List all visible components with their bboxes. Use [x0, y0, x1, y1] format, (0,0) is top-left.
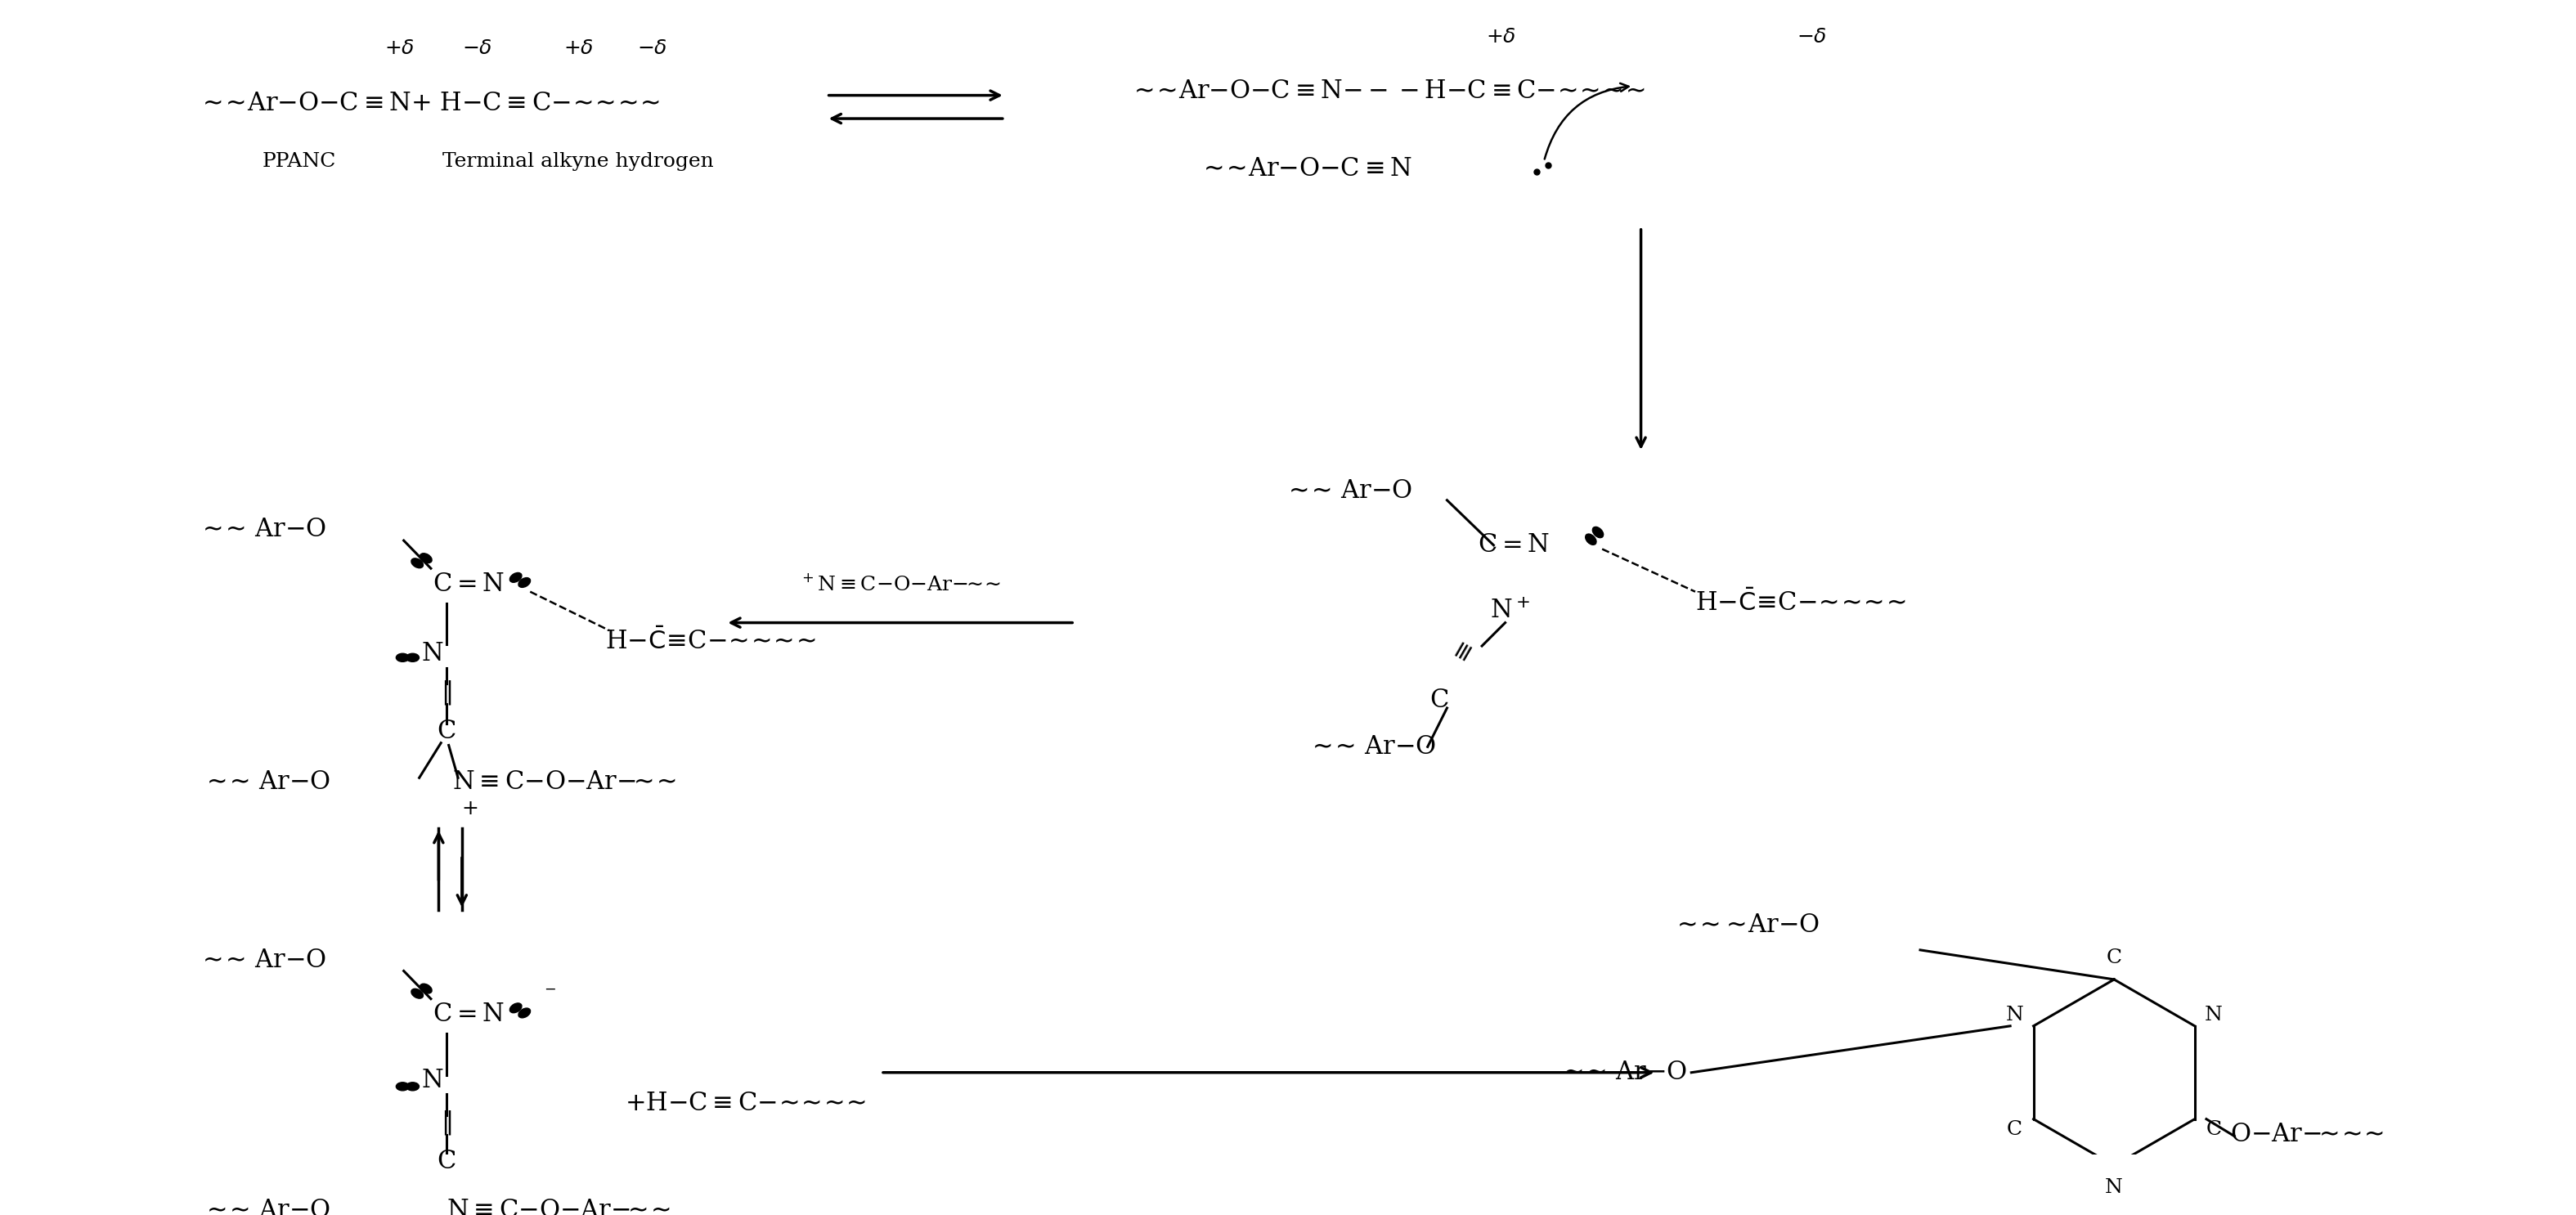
Ellipse shape [1592, 527, 1602, 538]
Ellipse shape [510, 572, 523, 582]
Text: $\|$: $\|$ [440, 1109, 451, 1137]
Ellipse shape [518, 1008, 531, 1018]
Text: N$\equiv$C$-$O$-$Ar$-\!\!\sim\!\!\sim$: N$\equiv$C$-$O$-$Ar$-\!\!\sim\!\!\sim$ [446, 1198, 670, 1215]
Ellipse shape [420, 984, 433, 994]
Ellipse shape [518, 577, 531, 587]
Text: Terminal alkyne hydrogen: Terminal alkyne hydrogen [443, 152, 714, 170]
Text: N$\equiv$C$-$O$-$Ar$-\!\!\sim\!\!\sim$: N$\equiv$C$-$O$-$Ar$-\!\!\sim\!\!\sim$ [453, 769, 677, 795]
Text: $\sim\!\!\sim\!$ Ar$-$O: $\sim\!\!\sim\!$ Ar$-$O [198, 948, 327, 973]
Text: $\sim\!\!\sim\!$ Ar$-$O: $\sim\!\!\sim\!$ Ar$-$O [1283, 479, 1412, 503]
Text: N: N [2105, 1177, 2123, 1197]
Text: $\equiv$: $\equiv$ [1445, 637, 1479, 671]
Text: $+$: $+$ [461, 799, 479, 818]
Text: C: C [438, 1149, 456, 1175]
Text: $\sim\!\!\sim\!\sim\!$Ar$-$O: $\sim\!\!\sim\!\sim\!$Ar$-$O [1672, 912, 1819, 938]
Ellipse shape [412, 559, 422, 567]
Text: $\sim\!\!\sim\!$Ar$-$O$-$C$\equiv$N$+$ H$-$C$\equiv$C$-\!\sim\!\!\sim\!\!\sim\!\: $\sim\!\!\sim\!$Ar$-$O$-$C$\equiv$N$+$ H… [198, 90, 659, 115]
Text: $\sim\!\!\sim\!$Ar$-$O$-$C$\equiv$N: $\sim\!\!\sim\!$Ar$-$O$-$C$\equiv$N [1198, 157, 1412, 182]
Ellipse shape [397, 1083, 410, 1091]
Text: C$=$N: C$=$N [433, 1001, 505, 1027]
Text: C: C [2205, 1120, 2221, 1140]
Text: $\sim\!\!\sim\!$ Ar$-$O: $\sim\!\!\sim\!$ Ar$-$O [1309, 734, 1435, 759]
Text: $+$H$-$C$\equiv$C$-\!\sim\!\!\sim\!\!\sim\!\!\sim$: $+$H$-$C$\equiv$C$-\!\sim\!\!\sim\!\!\si… [626, 1091, 866, 1117]
Text: C: C [438, 718, 456, 744]
Ellipse shape [1584, 533, 1597, 544]
Ellipse shape [420, 553, 433, 563]
Text: $^+$N$\equiv$C$-$O$-$Ar$-\!\!\sim\!\!\sim$: $^+$N$\equiv$C$-$O$-$Ar$-\!\!\sim\!\!\si… [799, 573, 1002, 594]
Text: $\sim\!\!\sim\!$ Ar$-$O: $\sim\!\!\sim\!$ Ar$-$O [201, 769, 330, 795]
Text: N$^+$: N$^+$ [1489, 599, 1530, 623]
Text: $^-$: $^-$ [541, 985, 556, 1005]
Text: $-\delta$: $-\delta$ [636, 39, 667, 58]
Text: N: N [2205, 1006, 2223, 1024]
Ellipse shape [407, 1083, 420, 1091]
Text: $-\delta$: $-\delta$ [1795, 28, 1826, 46]
Text: N: N [2007, 1006, 2025, 1024]
Ellipse shape [412, 989, 422, 999]
Text: N: N [422, 1068, 443, 1094]
Text: H$-\bar{\mathrm{C}}\!\equiv\!$C$-\!\sim\!\!\sim\!\!\sim\!\!\sim$: H$-\bar{\mathrm{C}}\!\equiv\!$C$-\!\sim\… [605, 629, 817, 655]
Text: $+\delta$: $+\delta$ [564, 39, 592, 58]
Text: $\sim\!\!\sim\!$ Ar$-$O: $\sim\!\!\sim\!$ Ar$-$O [1558, 1059, 1687, 1085]
Ellipse shape [407, 654, 420, 662]
Text: C: C [2007, 1120, 2022, 1140]
Text: H$-\bar{\mathrm{C}}\!\equiv\!$C$-\!\sim\!\!\sim\!\!\sim\!\!\sim$: H$-\bar{\mathrm{C}}\!\equiv\!$C$-\!\sim\… [1695, 590, 1906, 616]
Text: C$=$N: C$=$N [433, 571, 505, 597]
Text: PPANC: PPANC [263, 152, 335, 170]
Ellipse shape [510, 1004, 523, 1013]
Ellipse shape [397, 654, 410, 662]
Text: $\sim\!\!\sim\!$ Ar$-$O: $\sim\!\!\sim\!$ Ar$-$O [198, 516, 327, 542]
Text: C: C [2107, 949, 2123, 967]
Text: C: C [1430, 688, 1448, 713]
Text: $-\delta$: $-\delta$ [461, 39, 492, 58]
Text: C$=$N: C$=$N [1479, 532, 1551, 558]
Text: $\sim\!\!\sim\!$Ar$-$O$-$C$\equiv$N$---$H$-$C$\equiv$C$-\!\sim\!\!\sim\!\!\sim\!: $\sim\!\!\sim\!$Ar$-$O$-$C$\equiv$N$---$… [1128, 79, 1643, 104]
Text: $\sim\!\!\sim\!$ Ar$-$O: $\sim\!\!\sim\!$ Ar$-$O [201, 1198, 330, 1215]
Text: O$-$Ar$-\!\!\sim\!\!\sim\!\!\sim$: O$-$Ar$-\!\!\sim\!\!\sim\!\!\sim$ [2231, 1121, 2385, 1147]
Text: N: N [422, 642, 443, 666]
Text: $+\delta$: $+\delta$ [1486, 28, 1517, 46]
Text: $\|$: $\|$ [440, 679, 451, 706]
Text: $+\delta$: $+\delta$ [384, 39, 415, 58]
